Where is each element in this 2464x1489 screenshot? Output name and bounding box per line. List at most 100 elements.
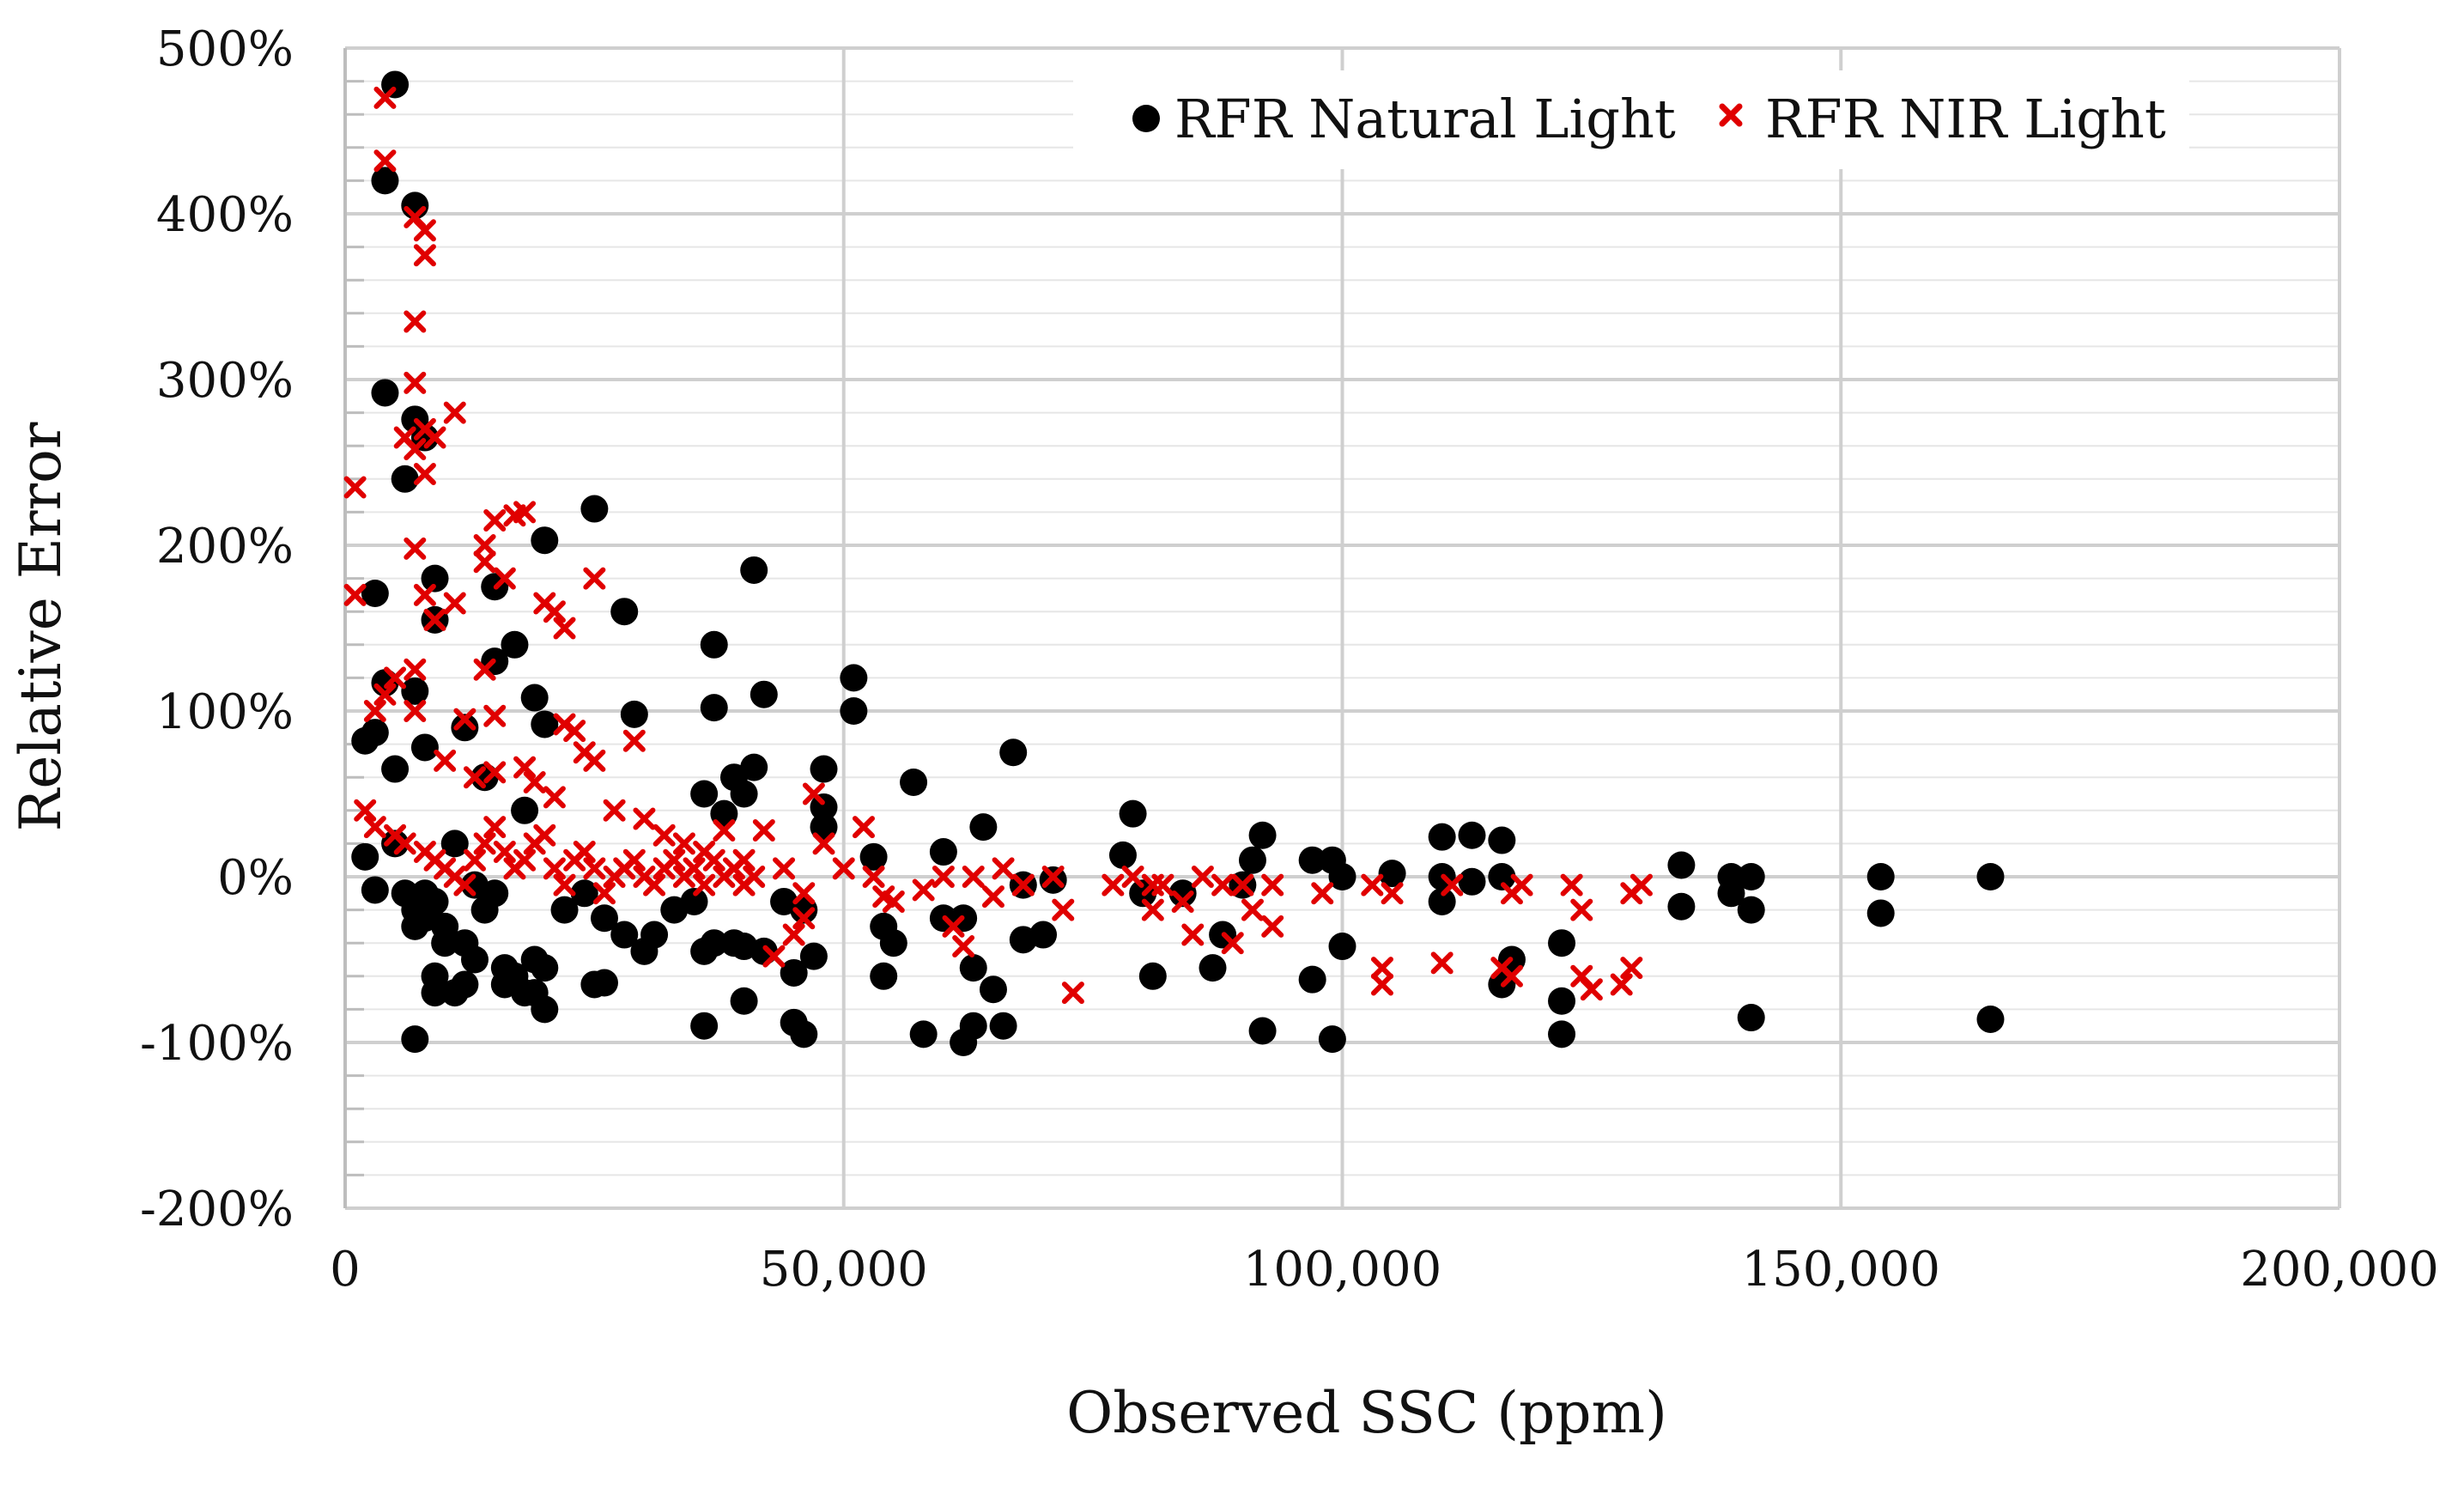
series-rfr-natural-light [351, 70, 2005, 1056]
data-point-nir-light [493, 841, 516, 864]
data-point-nir-light [1510, 873, 1533, 896]
data-point-nir-light [802, 782, 825, 805]
data-point-nir-light [952, 935, 975, 958]
data-point-natural-light [351, 842, 379, 871]
data-point-natural-light [1737, 1004, 1765, 1032]
data-point-natural-light [421, 564, 449, 593]
data-point-nir-light [463, 766, 486, 789]
data-point-natural-light [989, 1012, 1017, 1040]
data-point-natural-light [1667, 851, 1696, 879]
x-tick-labels: 0 50,000 100,000 150,000 200,000 [330, 1242, 2439, 1298]
data-point-nir-light [513, 756, 537, 779]
data-point-nir-light [523, 770, 546, 793]
data-point-nir-light [443, 592, 466, 615]
data-point-nir-light [683, 857, 706, 880]
legend-box [1073, 70, 2189, 169]
data-point-nir-light [942, 915, 965, 938]
data-point-natural-light [590, 904, 618, 933]
data-point-nir-light [543, 786, 566, 809]
data-point-nir-light [343, 583, 367, 606]
data-point-nir-light [413, 463, 436, 486]
data-point-natural-light [1458, 821, 1486, 849]
data-point-natural-light [610, 598, 639, 626]
data-point-natural-light [531, 954, 559, 982]
data-point-natural-light [1248, 1017, 1277, 1045]
data-point-nir-light [443, 401, 466, 424]
data-point-natural-light [810, 755, 838, 783]
data-point-nir-light [483, 509, 507, 532]
data-point-nir-light [1211, 873, 1235, 896]
data-point-natural-light [1108, 841, 1137, 869]
legend-label-nir-light: RFR NIR Light [1765, 88, 2166, 150]
data-point-nir-light [533, 824, 556, 847]
data-point-natural-light [531, 710, 559, 738]
y-tick-label: 200% [156, 519, 294, 574]
data-point-nir-light [404, 537, 427, 560]
data-point-nir-light [373, 86, 397, 109]
data-point-natural-light [959, 1012, 987, 1040]
y-tick-label: 500% [156, 21, 294, 77]
data-point-nir-light [743, 866, 766, 888]
data-point-natural-light [1866, 899, 1895, 927]
data-point-natural-light [1548, 1020, 1576, 1048]
data-point-natural-light [700, 630, 728, 659]
series-rfr-nir-light [343, 86, 1653, 1005]
data-point-natural-light [440, 830, 469, 858]
data-point-natural-light [740, 556, 768, 584]
data-point-nir-light [622, 848, 646, 872]
data-point-nir-light [603, 799, 626, 822]
data-point-natural-light [1737, 896, 1765, 924]
data-point-nir-light [713, 818, 736, 842]
data-point-nir-light [363, 816, 386, 839]
data-point-nir-light [782, 923, 805, 946]
data-point-nir-light [354, 799, 377, 822]
data-point-nir-light [473, 832, 496, 855]
x-tick-label: 200,000 [2240, 1242, 2439, 1298]
data-point-nir-light [434, 749, 457, 772]
data-point-nir-light [1311, 882, 1334, 905]
data-point-nir-light [1361, 873, 1384, 896]
data-point-natural-light [381, 755, 410, 783]
data-point-nir-light [1102, 873, 1125, 896]
data-point-natural-light [1866, 863, 1895, 890]
data-point-nir-light [652, 824, 676, 847]
data-point-natural-light [1428, 887, 1456, 915]
data-point-natural-light [979, 975, 1007, 1004]
data-point-natural-light [909, 1020, 938, 1048]
data-point-nir-light [1041, 866, 1065, 888]
data-point-nir-light [852, 816, 875, 839]
data-point-natural-light [1328, 863, 1356, 890]
data-point-nir-light [1610, 973, 1633, 996]
y-axis-title: Relative Error [8, 422, 74, 831]
data-point-natural-light [770, 887, 798, 915]
data-point-natural-light [1548, 929, 1576, 957]
data-point-nir-light [1430, 951, 1454, 975]
data-point-natural-light [1667, 892, 1696, 921]
data-point-natural-light [1428, 823, 1456, 851]
x-tick-label: 150,000 [1741, 1242, 1940, 1298]
data-point-natural-light [1378, 860, 1406, 888]
data-point-natural-light [371, 379, 399, 407]
data-point-nir-light [992, 857, 1015, 880]
data-point-natural-light [969, 813, 998, 842]
data-point-natural-light [1119, 799, 1147, 828]
data-point-nir-light [513, 501, 537, 524]
data-point-nir-light [483, 761, 507, 784]
data-point-nir-light [1261, 873, 1284, 896]
data-point-nir-light [792, 882, 816, 905]
x-axis-title: Observed SSC (ppm) [1066, 1380, 1667, 1446]
data-point-natural-light [859, 842, 888, 871]
data-point-natural-light [410, 733, 439, 762]
data-point-nir-light [812, 832, 835, 855]
data-point-nir-light [1121, 866, 1144, 888]
y-tick-label: -200% [140, 1182, 294, 1237]
x-tick-label: 100,000 [1243, 1242, 1442, 1298]
data-point-natural-light [1298, 965, 1326, 994]
data-point-natural-light [959, 954, 987, 982]
data-point-natural-light [511, 796, 539, 824]
data-point-natural-light [690, 780, 719, 808]
y-tick-label: 0% [217, 850, 294, 906]
data-point-nir-light [384, 666, 407, 690]
data-point-natural-light [451, 970, 479, 999]
data-point-natural-light [730, 987, 758, 1015]
